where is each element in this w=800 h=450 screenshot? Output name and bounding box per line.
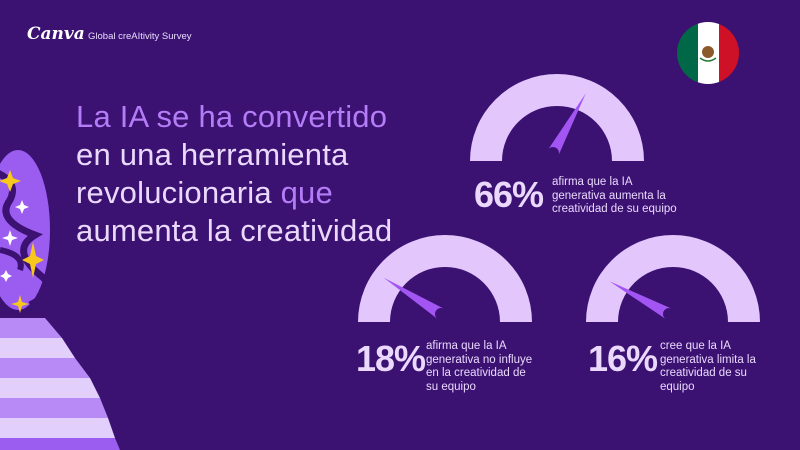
gauge-arc — [470, 74, 644, 161]
headline-text-2: aumenta la creatividad — [76, 213, 393, 248]
stat-text-2: afirma que la IA generativa no influye e… — [426, 340, 533, 393]
stat-text-1: afirma que la IA generativa aumenta la c… — [552, 176, 677, 215]
gauge-arc — [358, 235, 532, 322]
gauge-needle — [609, 281, 672, 320]
headline-text: en una herramienta revolucionaria — [76, 137, 349, 210]
stairs-illustration — [0, 150, 120, 450]
canva-logo: Canva — [27, 24, 85, 44]
survey-title: Global creAItivity Survey — [88, 31, 192, 42]
headline-highlight-2: que — [280, 175, 333, 210]
stat-value-1: 66% — [474, 174, 544, 215]
stat-value-3: 16% — [588, 338, 658, 379]
headline: La IA se ha convertido en una herramient… — [76, 98, 396, 250]
stat-value-2: 18% — [356, 338, 426, 379]
gauge-needle — [383, 277, 445, 320]
gauge-arc — [586, 235, 760, 322]
gauge-needle — [547, 93, 586, 156]
sparkle-icon — [0, 170, 44, 313]
mexico-flag — [677, 22, 739, 84]
headline-highlight: La IA se ha convertido — [76, 99, 388, 134]
stat-text-3: cree que la IA generativa limita la crea… — [660, 340, 756, 393]
